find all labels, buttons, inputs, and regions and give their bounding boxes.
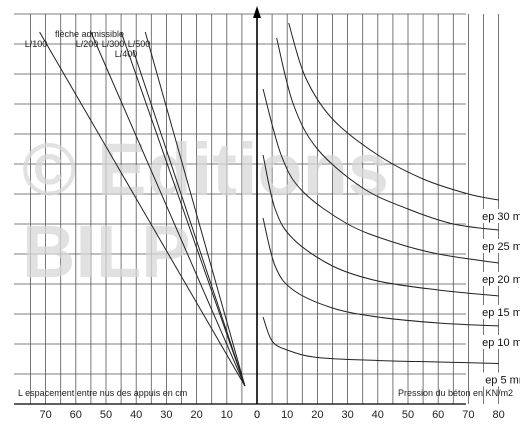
series-label-bg [476,372,520,387]
series-label: ep 20 mm [482,274,520,286]
left-axis-label: L espacement entre nus des appuis en cm [18,388,187,398]
watermark-line2: BILP [22,210,191,293]
series-curve [276,37,499,231]
left-tick-label: 50 [100,409,112,421]
series-label-bg [476,209,520,223]
series-line [132,49,246,387]
left-tick-label: 70 [39,409,51,421]
tick-labels: 70 60 50 40 30 20 10 00 10 20 30 40 50 60 70 80 [39,409,504,421]
series-line [90,31,246,387]
right-tick-label: 10 [281,409,293,421]
series-label: L/500 [128,39,151,49]
series-label-bg [476,305,520,319]
chart-labels: flèche admissible L espacement entre nus… [18,29,513,398]
series-label: ep 5 mm [485,375,520,387]
watermark: © Editions BILP [22,128,389,293]
series-curve [262,217,499,327]
series-label: L/300 [102,39,125,49]
series-curve [262,88,499,264]
series-label-bg [476,272,520,286]
series-label-bg [476,335,520,349]
right-tick-label: 60 [432,409,444,421]
y-axis-arrow [253,6,261,18]
right-tick-label: 50 [402,409,414,421]
left-tick-label: 60 [70,409,82,421]
series-label: ep 25 mm [482,241,520,253]
right-axis-label: Pression du béton en KN/m2 [398,388,513,398]
left-tick-label: 20 [190,409,202,421]
right-tick-label: 20 [311,409,323,421]
left-tick-label: 40 [130,409,142,421]
legend-title: flèche admissible [55,29,124,39]
left-tick-label: 0 [254,409,260,421]
series-label: ep 30 mm [482,211,520,223]
left-tick-label: 10 [221,409,233,421]
series-label: L/100 [25,39,48,49]
series-line [144,31,246,387]
series-curve [288,22,499,201]
axes [14,6,466,405]
right-tick-label: 70 [462,409,474,421]
series-curve [262,154,499,297]
left-tick-label: 30 [160,409,172,421]
series-label: L/200 [76,39,99,49]
series-label: L/400 [115,49,138,59]
series-line [39,31,246,387]
series-label-bg [476,239,520,253]
right-series-group: ep 30 mm ep 25 mm ep 20 mm ep 15 mm ep 10 mm… [262,22,520,387]
series-curve [262,316,499,364]
right-tick-label: 80 [492,409,504,421]
right-tick-label: 0 [254,409,260,421]
right-tick-label: 30 [341,409,353,421]
series-label: ep 10 mm [482,337,520,349]
series-label: ep 15 mm [482,307,520,319]
right-tick-label: 40 [372,409,384,421]
series-line [120,31,246,387]
watermark-line1: © Editions [22,128,389,211]
